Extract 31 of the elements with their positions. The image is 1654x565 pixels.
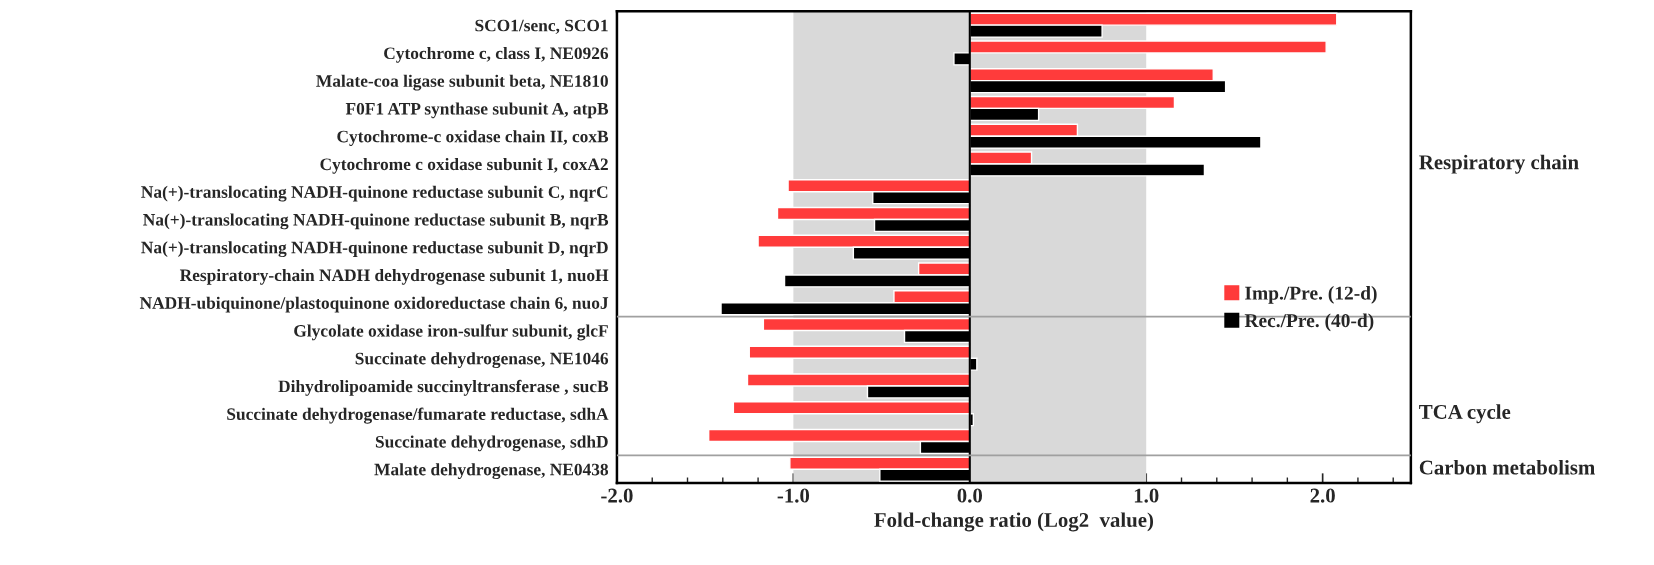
text: Respiratory chain — [1419, 154, 1579, 174]
bar — [969, 40, 1327, 54]
x-axis-title: Fold-change ratio (Log2 value) — [874, 512, 1154, 532]
y-tick-label: F0F1 ATP synthase subunit A, atpB — [345, 102, 609, 119]
y-tick-label: Succinate dehydrogenase, sdhD — [375, 435, 608, 452]
legend-label: Imp./Pre. (12-d) — [1245, 286, 1377, 304]
x-tick-label: -1.0 — [777, 488, 810, 503]
y-tick-label: Malate dehydrogenase, NE0438 — [374, 463, 609, 480]
x-tick-label: -2.0 — [601, 488, 633, 503]
x-tick-label: 1.0 — [1134, 488, 1159, 503]
y-tick-label: SCO1/senc, SCO1 — [475, 19, 608, 34]
y-tick-label: Malate-coa ligase subunit beta, NE1810 — [316, 74, 608, 91]
y-tick-label: NADH-ubiquinone/plastoquinone oxidoreductase chain 6, nuoJ — [139, 296, 609, 313]
y-tick-label: Cytochrome c, class I, NE0926 — [384, 46, 609, 63]
bar — [748, 345, 971, 359]
x-tick-label: 0.0 — [957, 488, 983, 503]
y-tick-label: Na(+)-translocating NADH-quinone reductase subunit B, nqrB — [143, 213, 609, 230]
text: TCA cycle — [1419, 404, 1511, 424]
text: Carbon metabolism — [1419, 459, 1595, 475]
y-tick-label: Cytochrome c oxidase subunit I, coxA2 — [320, 157, 608, 174]
y-tick-label: Na(+)-translocating NADH-quinone reductase subunit D, nqrD — [141, 241, 608, 258]
y-tick-label: Respiratory-chain NADH dehydrogenase subunit 1, nuoH — [179, 268, 609, 285]
y-tick-label: Glycolate oxidase iron-sulfur subunit, glcF — [294, 324, 608, 341]
bar — [732, 401, 971, 415]
x-tick-label: 2.0 — [1310, 488, 1335, 503]
y-tick-label: Cytochrome-c oxidase chain II, coxB — [337, 130, 609, 146]
legend-label: Rec./Pre. (40-d) — [1244, 313, 1374, 332]
y-tick-label: Succinate dehydrogenase/fumarate reductase, sdhA — [227, 407, 609, 424]
y-tick-label: Succinate dehydrogenase, NE1046 — [355, 352, 609, 369]
y-tick-label: Dihydrolipoamide succinyltransferase , sucB — [278, 379, 609, 396]
y-tick-label: Na(+)-translocating NADH-quinone reductase subunit C, nqrC — [141, 185, 608, 202]
